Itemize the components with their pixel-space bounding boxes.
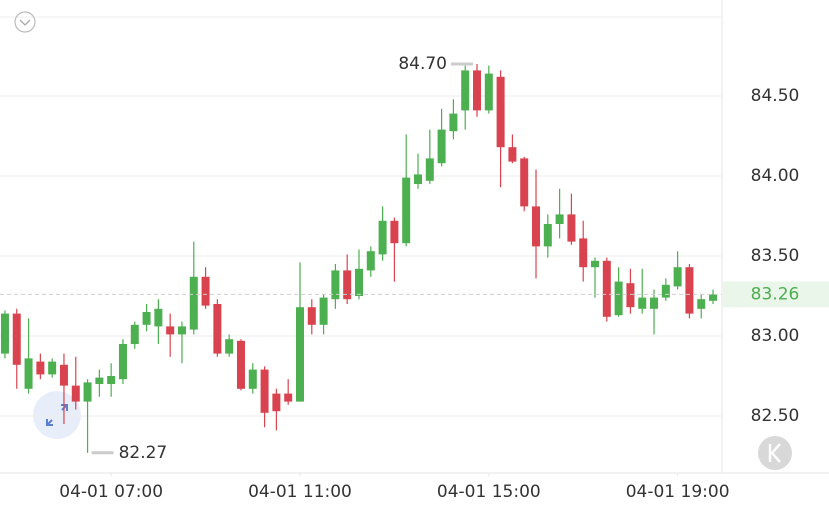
max-label: 84.70 bbox=[398, 54, 447, 74]
y-tick-label: 84.50 bbox=[751, 86, 800, 106]
candle-body bbox=[236, 340, 245, 389]
expand-button[interactable] bbox=[33, 391, 81, 439]
x-tick-label: 04-01 19:00 bbox=[626, 482, 730, 502]
candle-body bbox=[697, 299, 706, 309]
back-button[interactable] bbox=[758, 436, 792, 470]
x-tick-label: 04-01 07:00 bbox=[59, 482, 163, 502]
candle-body bbox=[213, 304, 222, 354]
candle-body bbox=[189, 276, 198, 330]
candle-body bbox=[532, 206, 541, 247]
candle-body bbox=[638, 297, 647, 309]
y-tick-label: 83.50 bbox=[751, 246, 800, 266]
candle-body bbox=[437, 129, 446, 164]
candle-body bbox=[626, 283, 635, 308]
candle-body bbox=[272, 393, 281, 412]
candle-body bbox=[166, 326, 175, 335]
candle-body bbox=[36, 361, 45, 375]
candle-body bbox=[95, 377, 104, 384]
candle-body bbox=[331, 270, 340, 300]
candle-body bbox=[177, 326, 186, 335]
min-label: 82.27 bbox=[119, 443, 168, 463]
y-tick-label: 84.00 bbox=[751, 166, 800, 186]
candle-body bbox=[567, 214, 576, 242]
candle-body bbox=[402, 177, 411, 244]
candle-body bbox=[709, 294, 718, 301]
candle-body bbox=[343, 270, 352, 300]
current-price-badge bbox=[723, 281, 829, 308]
candle-body bbox=[461, 70, 470, 111]
candle-body bbox=[661, 284, 670, 298]
candle-body bbox=[378, 220, 387, 255]
candle-body bbox=[248, 369, 257, 389]
candle-body bbox=[24, 358, 33, 389]
candle-body bbox=[555, 214, 564, 224]
candle-body bbox=[508, 147, 517, 162]
candle-body bbox=[449, 113, 458, 132]
candle-body bbox=[118, 344, 127, 380]
candle-body bbox=[142, 312, 151, 325]
candle-body bbox=[48, 361, 57, 375]
candle-body bbox=[59, 364, 68, 386]
candle-body bbox=[673, 267, 682, 287]
candle-body bbox=[473, 70, 482, 111]
candle-body bbox=[71, 385, 80, 402]
candle-body bbox=[520, 158, 529, 207]
candle-body bbox=[366, 251, 375, 271]
candle-body bbox=[602, 260, 611, 317]
x-tick-label: 04-01 11:00 bbox=[248, 482, 352, 502]
candle-body bbox=[425, 158, 434, 181]
y-tick-label: 82.50 bbox=[751, 406, 800, 426]
candle-body bbox=[591, 260, 600, 268]
candle-body bbox=[614, 281, 623, 316]
candle-body bbox=[83, 382, 92, 402]
candle-body bbox=[260, 369, 269, 413]
candle-body bbox=[130, 324, 139, 344]
candle-body bbox=[284, 393, 293, 402]
candle-body bbox=[0, 313, 9, 354]
collapse-button[interactable] bbox=[14, 11, 36, 33]
candle-body bbox=[201, 276, 210, 306]
candle-body bbox=[354, 268, 363, 296]
candle-body bbox=[543, 224, 552, 247]
candle-body bbox=[685, 267, 694, 314]
candle-body bbox=[295, 307, 304, 402]
candle-body bbox=[154, 308, 163, 327]
candle-body bbox=[307, 307, 316, 325]
candle-body bbox=[12, 313, 21, 365]
candle-body bbox=[496, 76, 505, 148]
candle-body bbox=[319, 297, 328, 325]
candle-body bbox=[107, 376, 116, 384]
candle-body bbox=[650, 297, 659, 309]
candle-body bbox=[390, 220, 399, 244]
candle-body bbox=[225, 339, 234, 354]
candle-body bbox=[414, 174, 422, 184]
current-price-label: 83.26 bbox=[751, 284, 800, 304]
candle-body bbox=[579, 238, 588, 268]
y-tick-label: 83.00 bbox=[751, 326, 800, 346]
x-tick-label: 04-01 15:00 bbox=[437, 482, 541, 502]
candle-body bbox=[484, 73, 493, 111]
